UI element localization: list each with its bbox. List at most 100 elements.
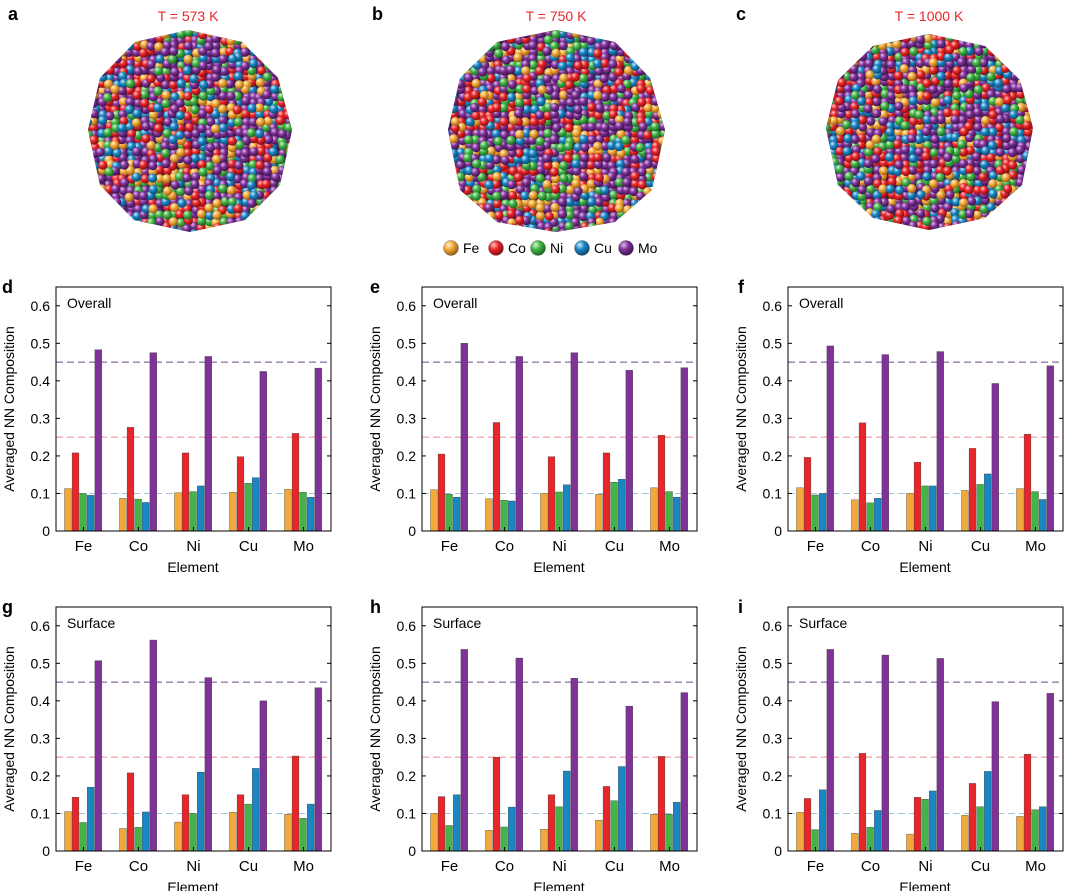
bar-d-co-cu xyxy=(142,502,150,532)
y-tick-label: 0.4 xyxy=(763,693,783,709)
bar-i-co-mo xyxy=(881,654,889,852)
bar-e-mo-fe xyxy=(650,487,658,532)
legend-label-co: Co xyxy=(508,240,526,256)
bar-g-mo-co xyxy=(291,755,300,852)
y-tick-label: 0.3 xyxy=(763,410,783,426)
chart-annotation: Surface xyxy=(799,615,847,631)
x-tick-label: Mo xyxy=(659,858,680,875)
bar-i-fe-fe xyxy=(796,812,804,852)
bar-e-ni-ni xyxy=(555,491,563,532)
bar-g-mo-mo xyxy=(314,687,322,852)
x-tick-label: Fe xyxy=(441,858,459,875)
y-tick-label: 0.4 xyxy=(763,373,783,389)
legend-swatch-ni xyxy=(530,240,546,256)
y-tick-label: 0 xyxy=(408,523,416,539)
x-tick-label: Ni xyxy=(918,858,932,875)
panel-letter-d: d xyxy=(2,277,13,297)
bar-d-mo-ni xyxy=(299,492,307,532)
nanoparticle-image-a xyxy=(88,30,292,232)
bar-g-ni-cu xyxy=(197,771,205,852)
bar-g-cu-cu xyxy=(252,768,260,852)
bar-i-fe-mo xyxy=(826,649,834,852)
bar-i-mo-ni xyxy=(1031,809,1039,852)
axes-frame xyxy=(421,286,698,532)
legend-swatch-fe xyxy=(443,240,459,256)
bar-d-cu-mo xyxy=(259,371,267,532)
bar-d-ni-mo xyxy=(204,356,212,532)
y-tick-label: 0.6 xyxy=(397,298,417,314)
bar-d-ni-fe xyxy=(174,492,182,532)
bar-e-ni-fe xyxy=(540,493,548,532)
x-axis-label: Element xyxy=(533,879,584,891)
bar-f-mo-ni xyxy=(1031,491,1039,532)
y-axis-label: Averaged NN Composition xyxy=(733,646,749,812)
bar-i-cu-ni xyxy=(976,806,984,852)
chart-annotation: Overall xyxy=(799,295,843,311)
bar-i-mo-cu xyxy=(1039,806,1047,852)
bar-f-co-cu xyxy=(874,498,882,532)
bar-d-mo-mo xyxy=(314,367,322,532)
bar-f-mo-mo xyxy=(1046,365,1054,532)
bar-i-cu-fe xyxy=(961,815,969,852)
bar-d-fe-ni xyxy=(79,493,87,532)
bar-d-co-mo xyxy=(149,352,157,532)
bar-g-cu-mo xyxy=(259,700,267,852)
bar-i-cu-cu xyxy=(984,771,992,852)
y-tick-label: 0.1 xyxy=(397,805,417,821)
chart-panel-i: i Fe Co Ni Cu Mo 0 0.1 0.2 0.3 0.4 0.5 0.6 Surface Ele… xyxy=(733,597,1064,891)
x-tick-label: Mo xyxy=(1025,858,1046,875)
x-tick-label: Cu xyxy=(605,858,624,875)
bar-f-fe-cu xyxy=(819,493,827,532)
bar-h-ni-cu xyxy=(563,770,571,852)
bar-f-co-co xyxy=(858,422,867,532)
bar-f-cu-fe xyxy=(961,490,969,532)
bar-h-co-mo xyxy=(515,657,523,852)
bar-d-fe-fe xyxy=(64,488,72,532)
bar-i-ni-mo xyxy=(936,658,944,852)
bar-h-mo-fe xyxy=(650,814,658,852)
y-tick-label: 0.5 xyxy=(31,335,51,351)
y-tick-label: 0.3 xyxy=(397,730,417,746)
y-tick-label: 0.5 xyxy=(31,655,51,671)
panel-letter-i: i xyxy=(738,597,743,617)
bar-i-fe-co xyxy=(803,798,812,852)
bar-d-fe-cu xyxy=(87,495,95,532)
bar-d-ni-co xyxy=(181,452,190,532)
y-tick-label: 0.2 xyxy=(397,448,417,464)
y-tick-label: 0.3 xyxy=(397,410,417,426)
x-tick-label: Ni xyxy=(186,538,200,555)
chart-panel-h: h Fe Co Ni Cu Mo 0 0.1 0.2 0.3 0.4 0.5 0.6 Surface Ele… xyxy=(367,597,698,891)
y-tick-label: 0.1 xyxy=(397,485,417,501)
bar-i-mo-mo xyxy=(1046,693,1054,852)
y-tick-label: 0.4 xyxy=(397,373,417,389)
nanoparticle-image-b xyxy=(448,30,665,232)
bar-g-mo-fe xyxy=(284,814,292,852)
bar-h-cu-ni xyxy=(610,800,618,852)
y-tick-label: 0.3 xyxy=(31,410,51,426)
bar-g-co-cu xyxy=(142,811,150,852)
temperature-label-b: T = 750 K xyxy=(526,8,588,24)
bar-i-cu-mo xyxy=(991,701,999,852)
chart-annotation: Surface xyxy=(67,615,115,631)
y-tick-label: 0.2 xyxy=(31,768,51,784)
bar-g-ni-mo xyxy=(204,677,212,852)
panel-letter-h: h xyxy=(370,597,381,617)
axes-frame xyxy=(55,606,332,852)
bar-d-cu-co xyxy=(236,456,245,532)
bar-d-fe-co xyxy=(71,452,80,532)
y-tick-label: 0.4 xyxy=(31,373,51,389)
y-tick-label: 0 xyxy=(774,523,782,539)
legend-label-ni: Ni xyxy=(550,240,563,256)
bar-f-cu-ni xyxy=(976,484,984,532)
bar-f-ni-mo xyxy=(936,351,944,532)
bar-f-cu-mo xyxy=(991,383,999,532)
bar-d-fe-mo xyxy=(94,349,102,532)
x-tick-label: Co xyxy=(861,538,880,555)
y-tick-label: 0.5 xyxy=(763,655,783,671)
bar-e-fe-co xyxy=(437,453,446,532)
bar-g-ni-ni xyxy=(189,813,197,852)
x-tick-label: Ni xyxy=(552,538,566,555)
x-axis-label: Element xyxy=(899,559,950,575)
legend-label-fe: Fe xyxy=(463,240,480,256)
legend-label-cu: Cu xyxy=(594,240,612,256)
